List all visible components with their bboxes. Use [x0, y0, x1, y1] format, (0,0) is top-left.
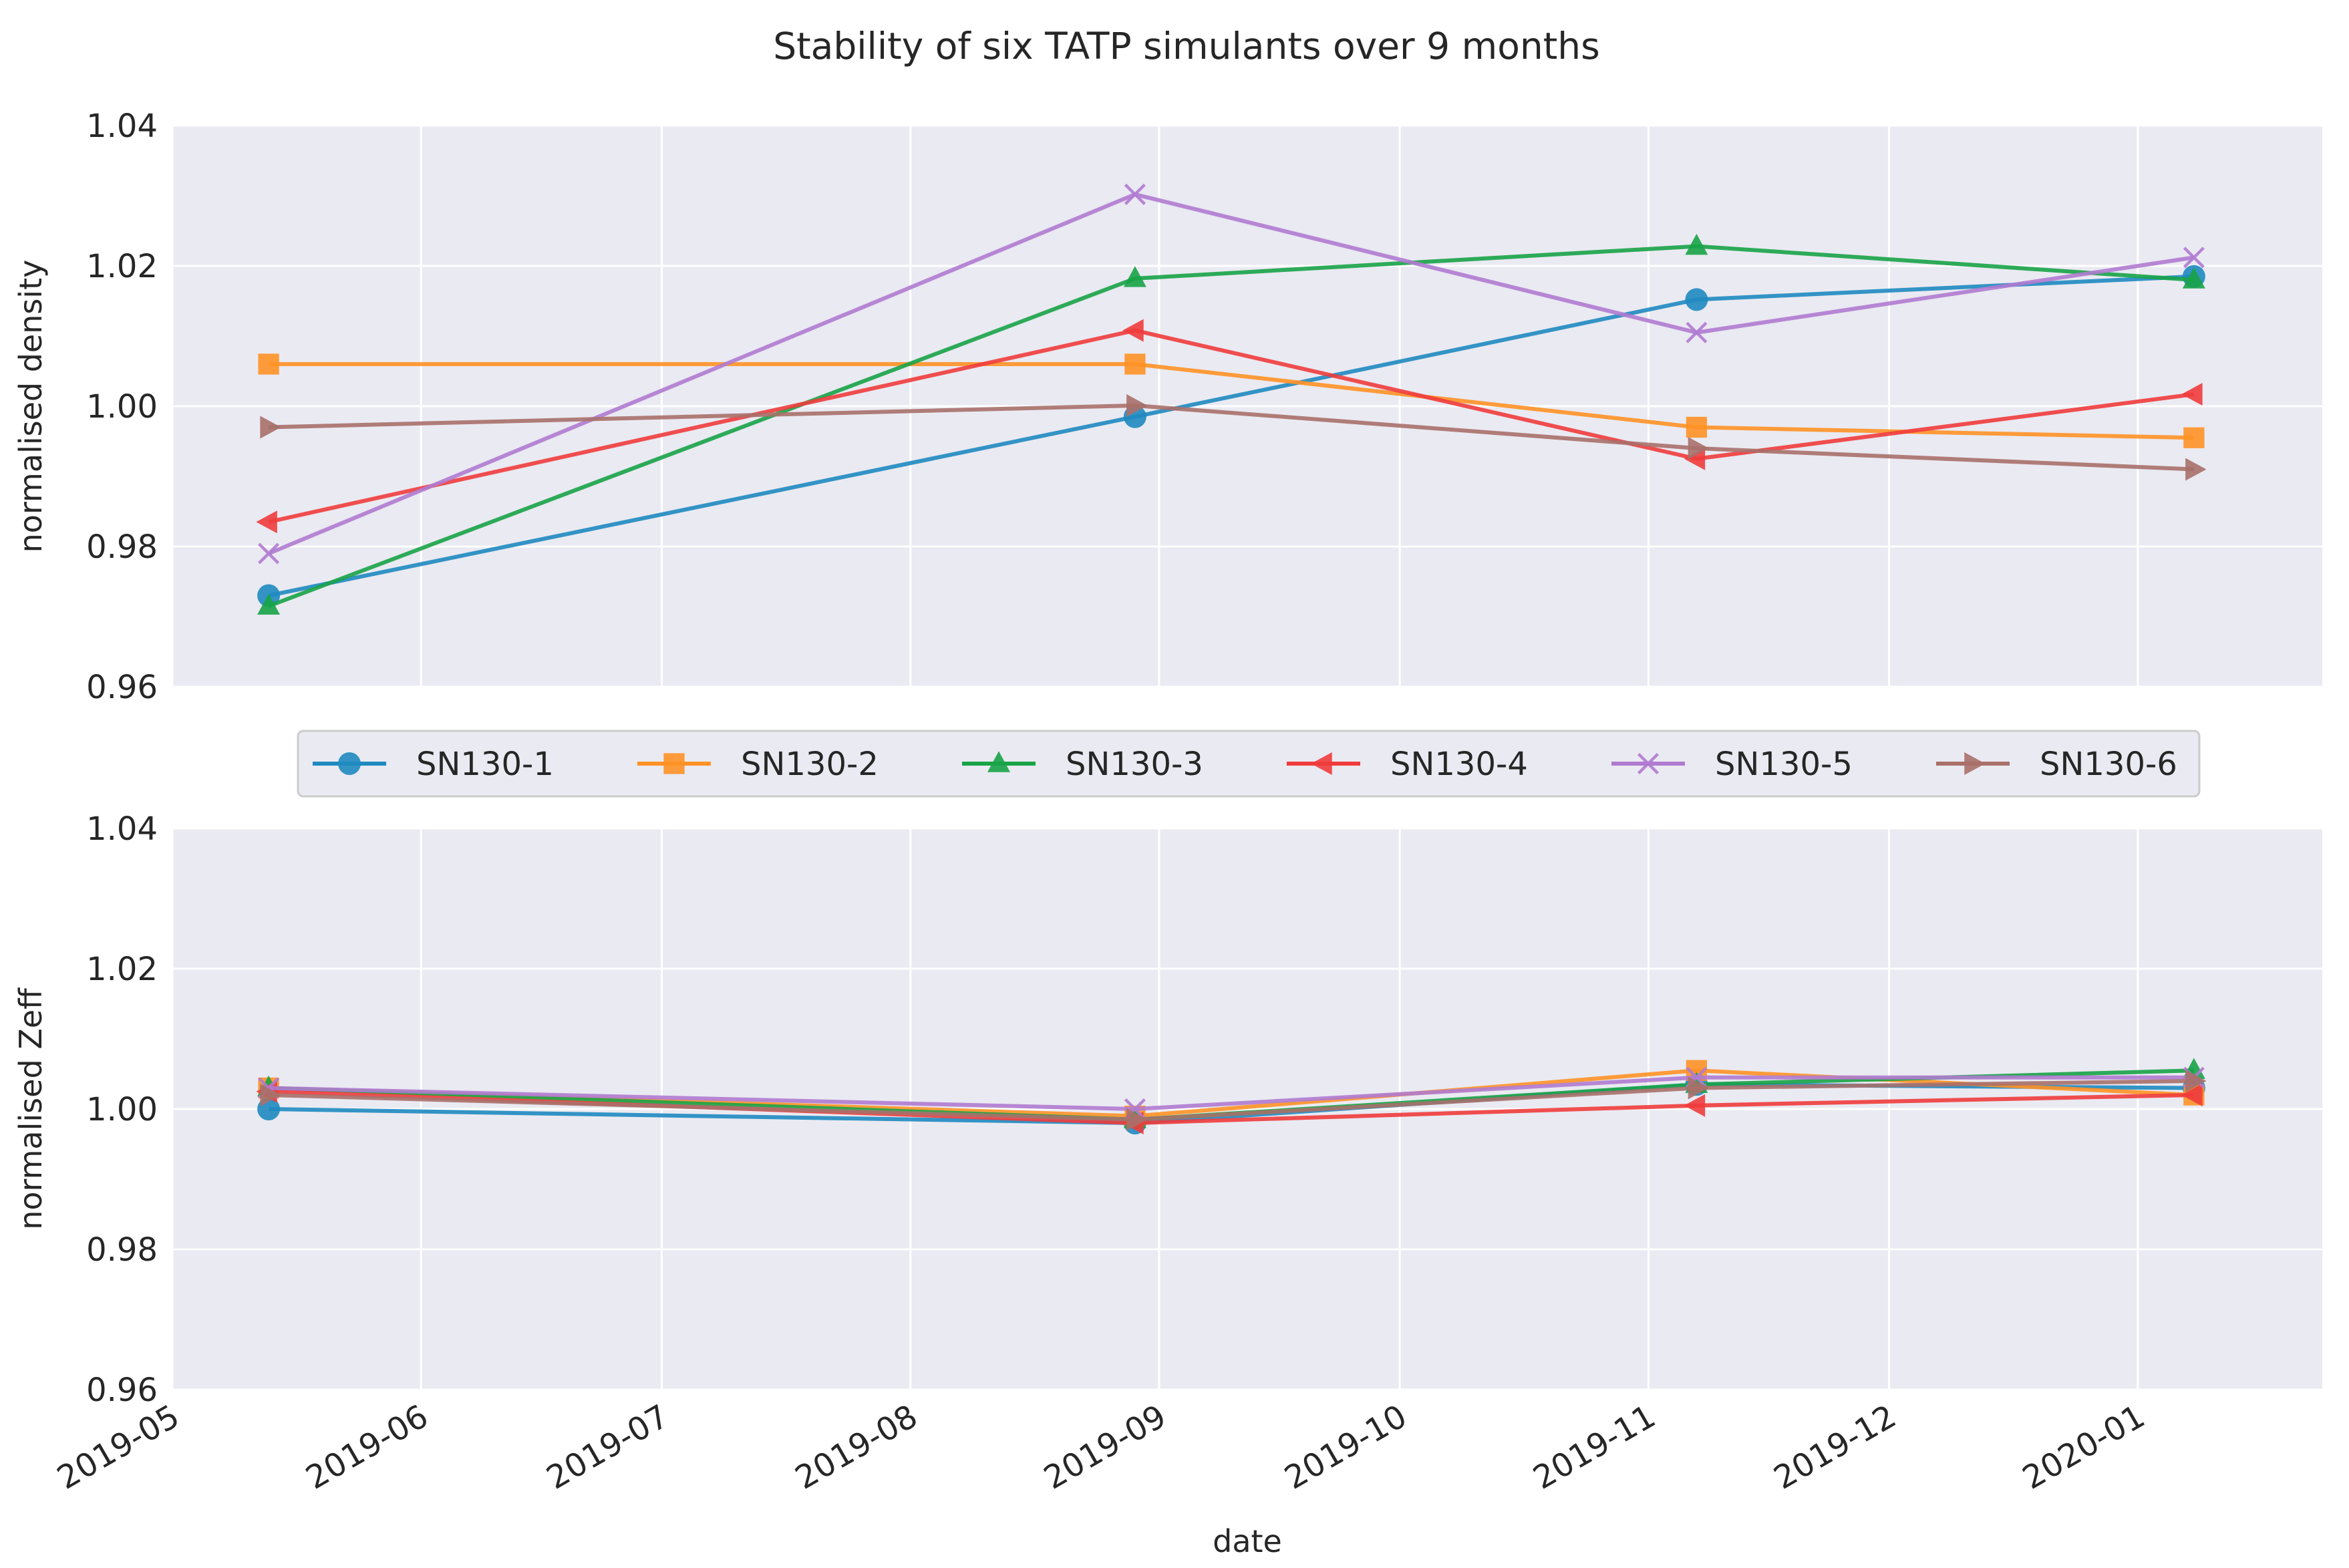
- x-axis-label: date: [1213, 1523, 1282, 1559]
- density-y-tick-1-00: 1.00: [86, 388, 158, 426]
- x-tick-2019-05: 2019-05: [51, 1398, 186, 1497]
- zeff-y-tick-1-02: 1.02: [86, 951, 158, 988]
- density-point-sn130-2-2020-01-08: [2183, 427, 2205, 448]
- x-tick-2019-10: 2019-10: [1278, 1398, 1413, 1497]
- density-line-sn130-6: [269, 403, 2195, 472]
- x-tick-2019-11: 2019-11: [1527, 1398, 1662, 1497]
- density-point-sn130-3-2020-01-08: [2182, 267, 2205, 289]
- zeff-y-tick-0-96: 0.96: [86, 1372, 158, 1409]
- zeff-point-sn130-4-2020-01-08: [2181, 1084, 2203, 1106]
- zeff-line-sn130-6: [269, 1079, 2194, 1122]
- zeff-point-sn130-6-2020-01-08: [2185, 1070, 2207, 1092]
- density-series: [256, 183, 2207, 615]
- zeff-series: [256, 1058, 2207, 1134]
- density-grid: [171, 124, 2322, 688]
- legend-marker-sn130-5: [1637, 752, 1660, 775]
- zeff-y-axis-label: normalised Zeff: [13, 987, 49, 1230]
- density-point-sn130-3-2019-08-29: [1123, 266, 1146, 287]
- legend-marker-sn130-3: [987, 751, 1010, 772]
- legend-item-sn130-2: SN130-2: [637, 746, 879, 783]
- legend-label-sn130-4: SN130-4: [1390, 746, 1528, 783]
- density-point-sn130-3-2019-11-07: [1685, 233, 1708, 255]
- density-point-sn130-2-2019-08-29: [1124, 353, 1146, 375]
- legend-marker-sn130-2: [663, 753, 685, 774]
- legend-label-sn130-3: SN130-3: [1066, 746, 1203, 783]
- density-line-sn130-5: [267, 192, 2195, 556]
- legend-label-sn130-5: SN130-5: [1715, 746, 1853, 783]
- density-series-sn130-4: [256, 319, 2203, 534]
- density-y-tick-1-04: 1.04: [86, 108, 158, 145]
- density-point-sn130-6-2019-08-29: [1126, 394, 1148, 417]
- density-point-sn130-6-2019-11-07: [1688, 437, 1710, 460]
- zeff-y-tick-0-98: 0.98: [86, 1231, 158, 1269]
- density-panel: 0.96 0.98 1.00 1.02 1.04 normalised density: [13, 108, 2322, 706]
- legend-item-sn130-6: SN130-6: [1936, 746, 2177, 783]
- zeff-point-sn130-6-2019-05-13: [260, 1084, 281, 1106]
- density-point-sn130-3-2019-05-13: [257, 593, 281, 615]
- legend-marker-sn130-1: [338, 752, 361, 775]
- zeff-series-sn130-6: [260, 1070, 2207, 1131]
- density-series-sn130-5: [258, 183, 2205, 565]
- legend-label-sn130-1: SN130-1: [416, 746, 554, 783]
- density-point-sn130-5-2019-11-07: [1686, 321, 1708, 343]
- density-y-tick-0-96: 0.96: [86, 669, 158, 706]
- density-y-tick-1-02: 1.02: [86, 248, 158, 285]
- density-line-sn130-4: [268, 328, 2195, 524]
- density-point-sn130-5-2020-01-08: [2183, 247, 2205, 269]
- figure-title: Stability of six TATP simulants over 9 m…: [773, 25, 1600, 67]
- legend-item-sn130-4: SN130-4: [1287, 746, 1528, 783]
- x-tick-2019-07: 2019-07: [540, 1398, 675, 1497]
- density-point-sn130-1-2019-11-07: [1685, 288, 1708, 311]
- density-series-sn130-6: [260, 394, 2207, 481]
- zeff-point-sn130-6-2019-11-07: [1688, 1076, 1710, 1100]
- legend-item-sn130-5: SN130-5: [1611, 746, 1853, 783]
- zeff-y-tick-1-04: 1.04: [86, 810, 158, 848]
- density-y-tick-0-98: 0.98: [86, 528, 158, 566]
- density-point-sn130-2-2019-11-07: [1686, 416, 1708, 438]
- x-tick-2019-06: 2019-06: [300, 1398, 435, 1497]
- density-point-sn130-4-2019-08-29: [1122, 319, 1144, 342]
- density-point-sn130-4-2019-05-13: [256, 510, 277, 534]
- density-point-sn130-4-2020-01-08: [2181, 383, 2203, 406]
- legend-label-sn130-6: SN130-6: [2040, 746, 2177, 783]
- density-y-ticks: 0.96 0.98 1.00 1.02 1.04: [86, 108, 158, 706]
- zeff-line-sn130-5: [269, 1075, 2194, 1111]
- zeff-series-sn130-5: [258, 1066, 2205, 1120]
- x-tick-2020-01: 2020-01: [2016, 1398, 2151, 1497]
- x-tick-2019-09: 2019-09: [1038, 1398, 1172, 1497]
- zeff-panel: 0.960.981.001.021.04 2019-05 2019-06 2019-…: [13, 810, 2322, 1559]
- legend-box: [297, 730, 2201, 798]
- x-tick-2019-12: 2019-12: [1768, 1398, 1903, 1497]
- legend-marker-sn130-6: [1964, 752, 1986, 775]
- zeff-x-ticks: 2019-05 2019-06 2019-07 2019-08 2019-09 2019-…: [51, 1398, 2151, 1497]
- zeff-point-sn130-4-2019-11-07: [1684, 1094, 1706, 1117]
- density-point-sn130-6-2020-01-08: [2185, 458, 2207, 481]
- legend: SN130-1 SN130-2 SN130-3 SN130-4 SN130-5 SN130…: [297, 730, 2201, 798]
- legend-label-sn130-2: SN130-2: [741, 746, 879, 783]
- x-tick-2019-08: 2019-08: [789, 1398, 924, 1497]
- zeff-point-sn130-6-2019-08-29: [1126, 1108, 1148, 1131]
- density-point-sn130-2-2019-05-13: [258, 353, 279, 375]
- legend-item-sn130-3: SN130-3: [962, 746, 1203, 783]
- density-point-sn130-5-2019-08-29: [1124, 183, 1146, 205]
- density-point-sn130-5-2019-05-13: [258, 542, 280, 565]
- density-y-axis-label: normalised density: [13, 260, 49, 553]
- zeff-y-ticks: 0.96 0.98 1.00 1.02 1.04: [86, 810, 158, 1409]
- legend-item-sn130-1: SN130-1: [313, 746, 554, 783]
- legend-marker-sn130-4: [1311, 752, 1332, 775]
- density-line-sn130-1: [268, 274, 2195, 598]
- density-point-sn130-6-2019-05-13: [260, 416, 281, 439]
- zeff-y-tick-1-00: 1.00: [86, 1091, 158, 1128]
